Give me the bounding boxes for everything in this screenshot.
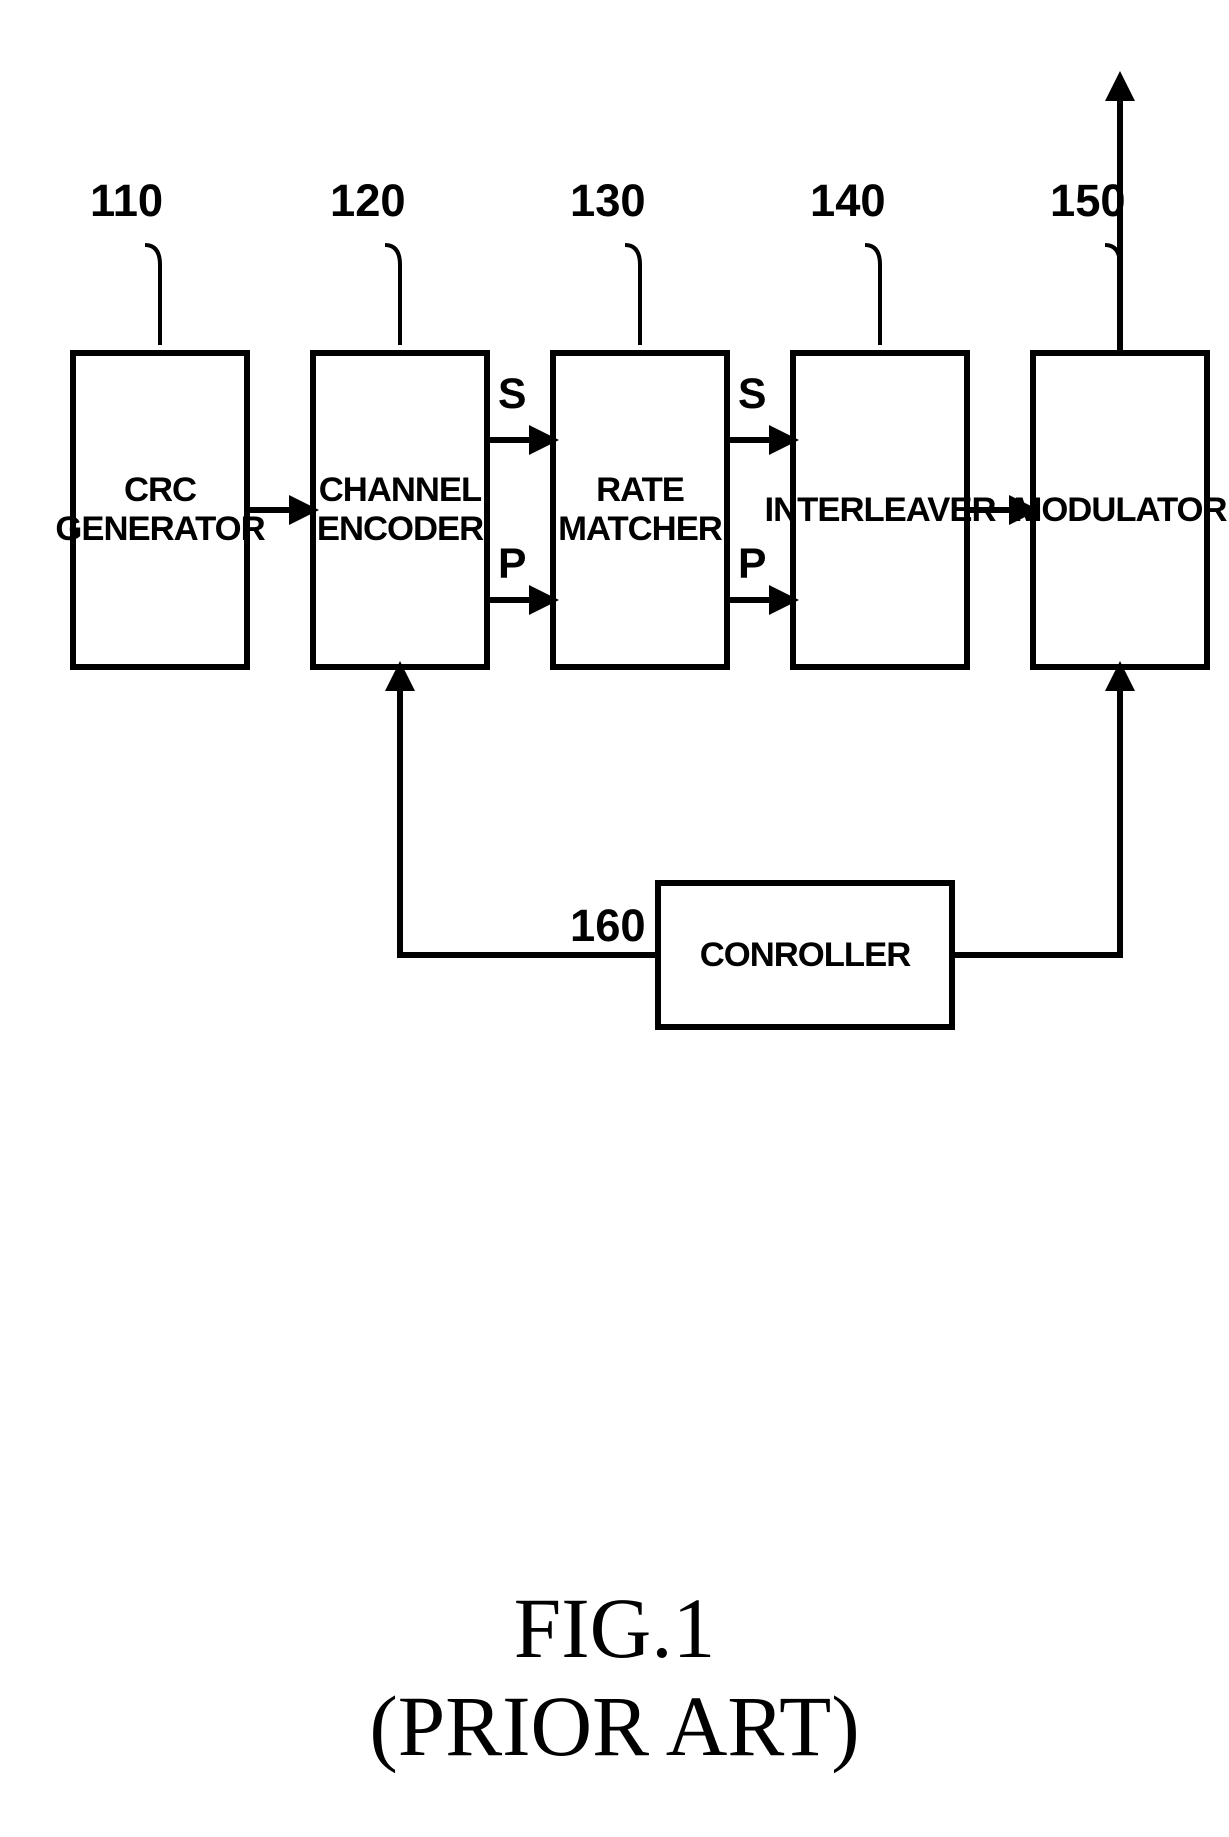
figure-title-line1: FIG.1 bbox=[0, 1580, 1229, 1678]
edge-label-s1: S bbox=[498, 370, 526, 419]
block-label: CRCGENERATOR bbox=[55, 471, 264, 549]
block-label: RATEMATCHER bbox=[558, 471, 722, 549]
figure-title: FIG.1 (PRIOR ART) bbox=[0, 1580, 1229, 1776]
leader-modulator bbox=[1105, 245, 1120, 345]
leader-channel_encoder bbox=[385, 245, 400, 345]
ref-label-120: 120 bbox=[330, 175, 406, 227]
edge-label-p1: P bbox=[498, 540, 526, 589]
block-channel-encoder: CHANNELENCODER bbox=[310, 350, 490, 670]
arrow-ctrl-to-mod bbox=[955, 670, 1120, 955]
ref-label-150: 150 bbox=[1050, 175, 1126, 227]
block-label: CONROLLER bbox=[700, 936, 910, 975]
block-modulator: MODULATOR bbox=[1030, 350, 1210, 670]
block-rate-matcher: RATEMATCHER bbox=[550, 350, 730, 670]
ref-label-160: 160 bbox=[570, 900, 646, 952]
block-controller: CONROLLER bbox=[655, 880, 955, 1030]
block-interleaver: INTERLEAVER bbox=[790, 350, 970, 670]
ref-label-130: 130 bbox=[570, 175, 646, 227]
block-label: CHANNELENCODER bbox=[317, 471, 483, 549]
block-label: INTERLEAVER bbox=[765, 491, 996, 530]
edge-label-p2: P bbox=[738, 540, 766, 589]
leader-crc_generator bbox=[145, 245, 160, 345]
diagram-canvas: CRCGENERATOR CHANNELENCODER RATEMATCHER … bbox=[0, 0, 1229, 1837]
leader-rate_matcher bbox=[625, 245, 640, 345]
ref-label-140: 140 bbox=[810, 175, 886, 227]
block-label: MODULATOR bbox=[1013, 491, 1226, 530]
leader-interleaver bbox=[865, 245, 880, 345]
edge-label-s2: S bbox=[738, 370, 766, 419]
block-crc-generator: CRCGENERATOR bbox=[70, 350, 250, 670]
figure-title-line2: (PRIOR ART) bbox=[0, 1678, 1229, 1776]
ref-label-110: 110 bbox=[90, 175, 163, 227]
